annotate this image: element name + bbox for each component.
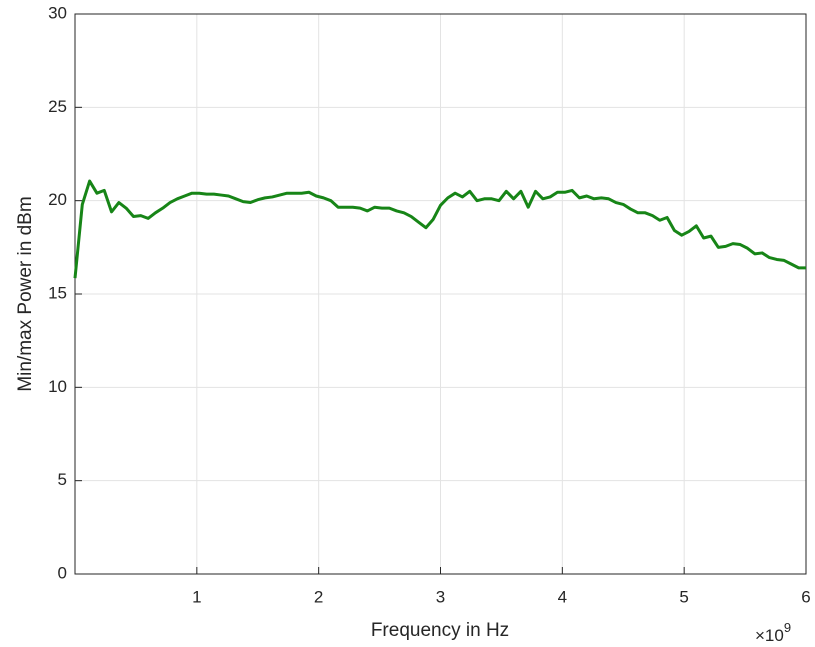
y-tick-label: 15 <box>48 283 67 302</box>
y-axis-label: Min/max Power in dBm <box>15 196 36 391</box>
x-multiplier: ×109 <box>755 620 791 645</box>
x-multiplier-power: 9 <box>784 620 791 635</box>
x-tick-label: 3 <box>436 587 445 606</box>
x-axis-label: Frequency in Hz <box>371 620 509 641</box>
y-tick-label: 30 <box>48 3 67 22</box>
data-line <box>73 179 806 279</box>
x-multiplier-base: ×10 <box>755 626 784 645</box>
y-tick-label: 0 <box>58 563 67 582</box>
plot-frame <box>74 13 807 575</box>
x-tick-label: 5 <box>679 587 688 606</box>
y-tick-label: 25 <box>48 97 67 116</box>
y-tick-label: 20 <box>48 190 67 209</box>
x-tick-label: 1 <box>192 587 201 606</box>
y-tick-label: 5 <box>58 470 67 489</box>
x-tick-label: 4 <box>558 587 567 606</box>
x-tick-label: 6 <box>801 587 810 606</box>
y-tick-label: 10 <box>48 377 67 396</box>
x-tick-label: 2 <box>314 587 323 606</box>
